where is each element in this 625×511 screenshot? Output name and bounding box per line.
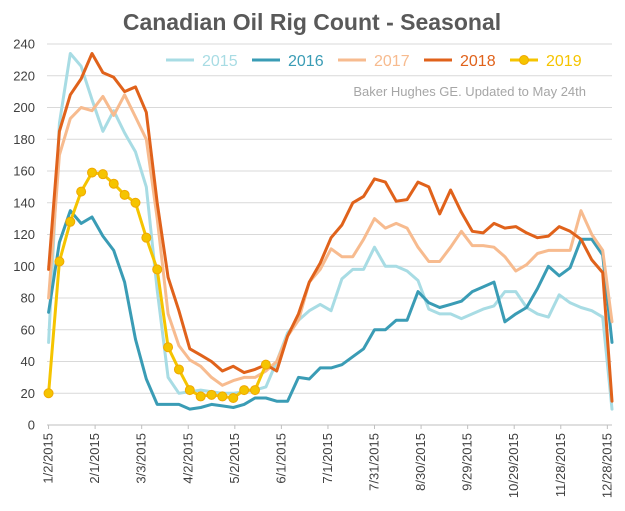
series-2018	[47, 52, 614, 403]
y-tick-label: 140	[13, 195, 35, 210]
data-point-2019	[217, 391, 228, 402]
legend-label: 2016	[288, 53, 324, 70]
data-point-2019	[65, 216, 76, 227]
series-2017	[47, 93, 614, 387]
y-tick-label: 160	[13, 164, 35, 179]
y-tick-label: 100	[13, 259, 35, 274]
data-point-2019	[108, 178, 119, 189]
data-point-2019	[239, 385, 250, 396]
data-point-2019	[130, 197, 141, 208]
series-line-2016	[47, 209, 614, 411]
x-tick-label: 2/1/2015	[87, 433, 102, 484]
chart-title: Canadian Oil Rig Count - Seasonal	[123, 9, 501, 35]
y-tick-label: 20	[21, 386, 35, 401]
legend-label: 2018	[460, 53, 496, 70]
series-2019	[43, 167, 271, 404]
y-tick-label: 220	[13, 68, 35, 83]
legend-item-2018: 2018	[424, 53, 496, 70]
data-point-2019	[76, 186, 87, 197]
data-point-2019	[260, 359, 271, 370]
series-line-2018	[47, 52, 614, 403]
y-tick-label: 120	[13, 227, 35, 242]
series-line-2017	[47, 93, 614, 387]
y-tick-label: 80	[21, 291, 35, 306]
x-tick-label: 7/1/2015	[320, 433, 335, 484]
data-point-2019	[141, 232, 152, 243]
data-point-2019	[249, 385, 260, 396]
data-point-2019	[97, 169, 108, 180]
y-tick-label: 60	[21, 322, 35, 337]
y-tick-label: 180	[13, 132, 35, 147]
series-line-2015	[47, 52, 614, 411]
x-tick-label: 9/29/2015	[460, 433, 475, 491]
series-2016	[47, 209, 614, 411]
x-tick-label: 1/2/2015	[41, 433, 56, 484]
source-annotation: Baker Hughes GE. Updated to May 24th	[353, 84, 586, 99]
y-tick-label: 40	[21, 354, 35, 369]
legend-label: 2015	[202, 53, 238, 70]
x-tick-label: 7/31/2015	[367, 433, 382, 491]
legend-label: 2017	[374, 53, 410, 70]
legend-label: 2019	[546, 53, 582, 70]
legend-item-2015: 2015	[166, 53, 238, 70]
x-tick-label: 5/2/2015	[227, 433, 242, 484]
legend-item-2017: 2017	[338, 53, 410, 70]
legend: 2015 2016 2017 2018 2019	[166, 53, 582, 70]
x-tick-label: 6/1/2015	[273, 433, 288, 484]
x-axis: 1/2/2015 2/1/2015 3/3/2015 4/2/2015 5/2/2015…	[41, 425, 614, 498]
data-point-2019	[228, 393, 239, 404]
x-tick-label: 8/30/2015	[413, 433, 428, 491]
x-tick-label: 10/29/2015	[506, 433, 521, 498]
y-tick-label: 240	[13, 37, 35, 52]
legend-item-2016: 2016	[252, 53, 324, 70]
y-axis: 0 20 40 60 80 100 120 140 160 180 200 220 240	[13, 37, 35, 433]
data-point-2019	[119, 189, 130, 200]
y-tick-label: 200	[13, 100, 35, 115]
data-point-2019	[184, 385, 195, 396]
x-tick-label: 12/28/2015	[599, 433, 614, 498]
x-tick-label: 3/3/2015	[134, 433, 149, 484]
legend-item-2019: 2019	[510, 53, 582, 70]
x-tick-label: 4/2/2015	[180, 433, 195, 484]
data-point-2019	[43, 388, 54, 399]
data-point-2019	[87, 167, 98, 178]
x-tick-label: 11/28/2015	[553, 433, 568, 497]
series-2015	[47, 52, 614, 411]
y-tick-label: 0	[28, 418, 35, 433]
data-point-2019	[163, 342, 174, 353]
data-point-2019	[152, 264, 163, 275]
data-point-2019	[195, 391, 206, 402]
series-lines	[43, 52, 614, 411]
data-point-2019	[54, 256, 65, 267]
data-point-2019	[206, 389, 217, 400]
legend-marker	[519, 55, 529, 65]
data-point-2019	[173, 364, 184, 375]
